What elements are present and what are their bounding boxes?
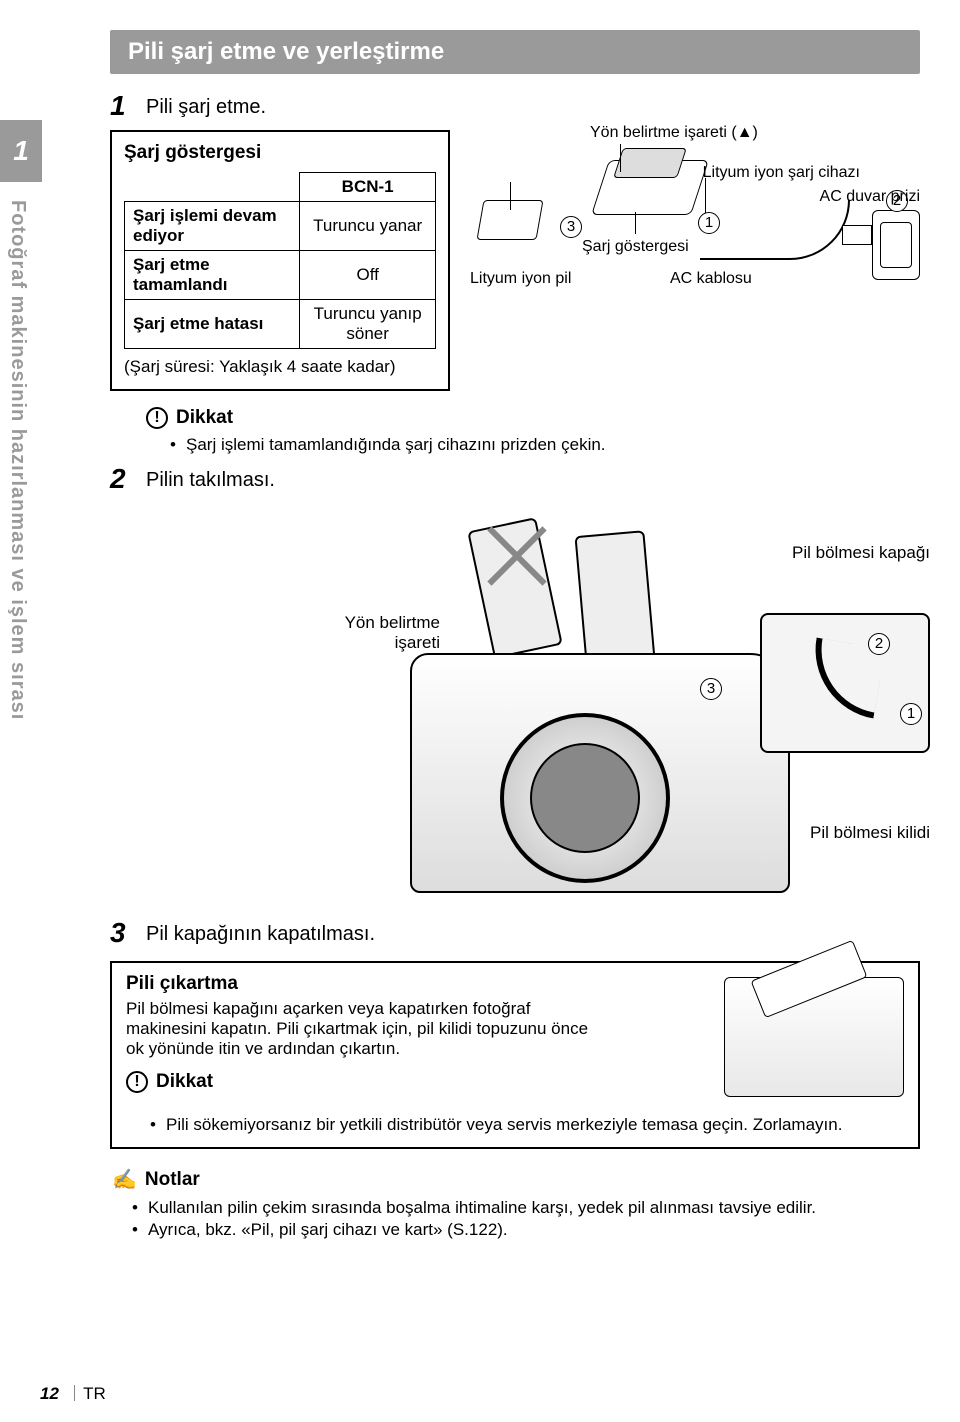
- charge-indicator-box: Şarj göstergesi BCN-1 Şarj işlemi devam …: [110, 130, 450, 391]
- row-value: Off: [300, 251, 436, 300]
- battery-label: Lityum iyon pil: [470, 270, 571, 288]
- indicator-table: BCN-1 Şarj işlemi devam ediyor Turuncu y…: [124, 172, 436, 349]
- row-value: Turuncu yanar: [300, 202, 436, 251]
- callout-3: 3: [700, 678, 722, 700]
- step-2: 2 Pilin takılması.: [110, 465, 920, 493]
- page-number: 12: [40, 1384, 59, 1403]
- step-1-num: 1: [110, 92, 146, 120]
- indicator-model: BCN-1: [300, 173, 436, 202]
- camera-diagram: Yön belirtme işareti Pil bölmesi kapağı …: [110, 503, 920, 913]
- remove-caution-bullets: Pili sökemiyorsanız bir yetkili distribü…: [150, 1115, 904, 1135]
- charge-indicator-label: Şarj göstergesi: [582, 238, 689, 256]
- plug-icon: [842, 225, 872, 245]
- notes-bullet: Ayrıca, bkz. «Pil, pil şarj cihazı ve ka…: [132, 1220, 920, 1240]
- notes-bullets: Kullanılan pilin çekim sırasında boşalma…: [132, 1198, 920, 1240]
- notes-icon: ✍: [112, 1167, 137, 1192]
- battery-lock-label: Pil bölmesi kilidi: [810, 823, 930, 843]
- notes-row: ✍ Notlar: [112, 1167, 920, 1192]
- row-label: Şarj etme hatası: [125, 300, 300, 349]
- step-3-text: Pil kapağının kapatılması.: [146, 919, 375, 946]
- caution-bullets: Şarj işlemi tamamlandığında şarj cihazın…: [170, 435, 920, 455]
- caution-icon: !: [126, 1071, 148, 1093]
- indicator-title: Şarj göstergesi: [124, 142, 436, 164]
- notes-bullet: Kullanılan pilin çekim sırasında boşalma…: [132, 1198, 920, 1218]
- caution-icon: !: [146, 407, 168, 429]
- row-label: Şarj işlemi devam ediyor: [125, 202, 300, 251]
- step-3: 3 Pil kapağının kapatılması.: [110, 919, 920, 947]
- chapter-tab: 1: [0, 120, 42, 182]
- section-title: Pili şarj etme ve yerleştirme: [110, 30, 920, 74]
- callout-1: 1: [698, 212, 720, 234]
- row-label: Şarj etme tamamlandı: [125, 251, 300, 300]
- step-3-num: 3: [110, 919, 146, 947]
- charger-slot-icon: [613, 148, 687, 178]
- remove-battery-box: Pili çıkartma Pil bölmesi kapağını açark…: [110, 961, 920, 1149]
- step-2-text: Pilin takılması.: [146, 465, 275, 492]
- charger-diagram: Yön belirtme işareti (▲) 3 1 2 Lityum iy…: [470, 130, 920, 360]
- notes-label: Notlar: [145, 1169, 200, 1191]
- ac-cable-icon: [700, 200, 850, 260]
- chapter-number: 1: [13, 135, 29, 167]
- charger-label: Lityum iyon şarj cihazı: [703, 164, 860, 182]
- direction-mark-label: Yön belirtme işareti (▲): [590, 124, 758, 142]
- direction-label: Yön belirtme işareti: [310, 613, 440, 653]
- battery-wrong-icon: [467, 517, 562, 659]
- chapter-side-text: Fotoğraf makinesinin hazırlanması ve işl…: [6, 200, 29, 850]
- step-1: 1 Pili şarj etme.: [110, 92, 920, 120]
- remove-illustration: [724, 977, 904, 1097]
- camera-lens-inner-icon: [530, 743, 640, 853]
- callout-2: 2: [868, 633, 890, 655]
- callout-1: 1: [900, 703, 922, 725]
- step-2-num: 2: [110, 465, 146, 493]
- battery-correct-icon: [574, 530, 655, 666]
- row-value: Turuncu yanıp söner: [300, 300, 436, 349]
- step-1-text: Pili şarj etme.: [146, 92, 266, 119]
- remove-caution-label: Dikkat: [156, 1071, 213, 1093]
- battery-cover-label: Pil bölmesi kapağı: [792, 543, 930, 563]
- outlet-inner-icon: [880, 222, 912, 268]
- caution-label: Dikkat: [176, 407, 233, 429]
- caution-row: ! Dikkat: [146, 407, 920, 429]
- ac-cable-label: AC kablosu: [670, 270, 752, 288]
- remove-caution-bullet: Pili sökemiyorsanız bir yetkili distribü…: [150, 1115, 904, 1135]
- page-lang: TR: [83, 1384, 106, 1403]
- outlet-label: AC duvar prizi: [800, 188, 920, 206]
- charge-duration-note: (Şarj süresi: Yaklaşık 4 saate kadar): [124, 357, 436, 377]
- remove-text: Pil bölmesi kapağını açarken veya kapatı…: [126, 999, 608, 1059]
- callout-3: 3: [560, 216, 582, 238]
- caution-bullet: Şarj işlemi tamamlandığında şarj cihazın…: [170, 435, 920, 455]
- page-footer: 12 TR: [40, 1384, 106, 1404]
